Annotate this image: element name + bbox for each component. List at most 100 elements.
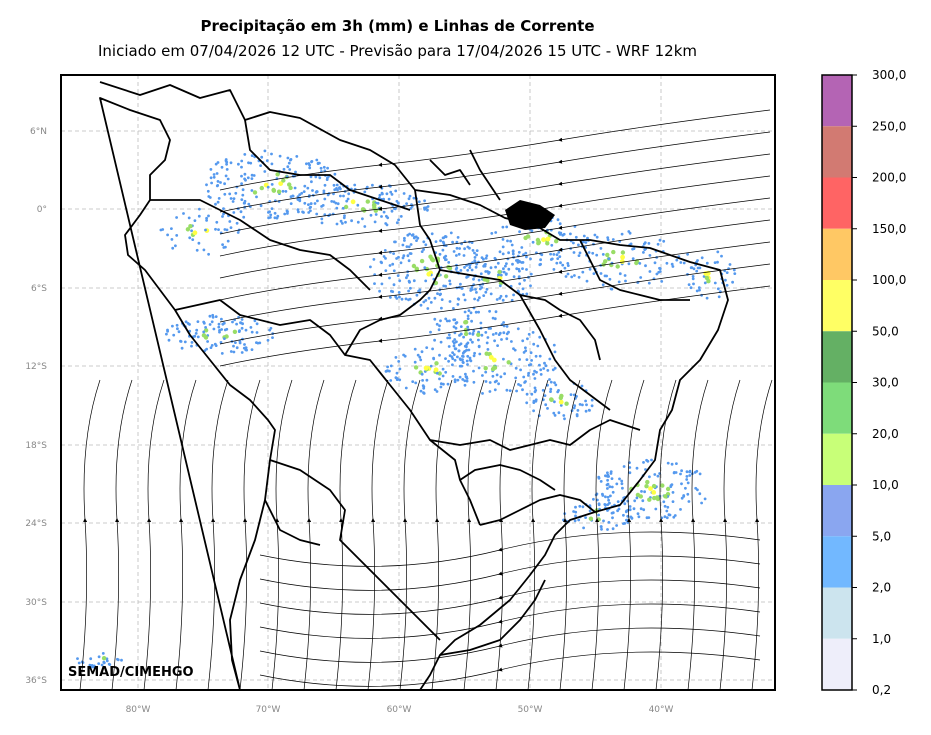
rain-cell	[602, 519, 605, 523]
colorbar-label: 1,0	[872, 632, 891, 646]
rain-cell	[509, 239, 512, 243]
rain-cell	[687, 500, 691, 503]
rain-cell	[97, 655, 101, 659]
rain-cell	[322, 165, 326, 169]
rain-cell	[563, 266, 567, 270]
rain-cell	[270, 207, 274, 211]
rain-cell	[645, 479, 650, 485]
rain-cell	[394, 189, 398, 193]
rain-cell	[475, 249, 479, 253]
rain-cell	[438, 252, 442, 256]
rain-cell	[599, 247, 603, 250]
rain-cell	[582, 234, 586, 238]
rain-cell	[339, 219, 343, 223]
rain-cell	[350, 219, 353, 223]
rain-cell	[276, 189, 282, 194]
rain-cell	[232, 197, 236, 201]
rain-cell	[426, 271, 432, 277]
rain-cell	[427, 296, 431, 300]
rain-cell	[437, 371, 442, 376]
rain-cell	[467, 309, 471, 312]
rain-cell	[171, 324, 174, 328]
rain-cell	[391, 262, 395, 266]
rain-cell	[724, 278, 727, 282]
colorbar-label: 200,0	[872, 171, 906, 185]
rain-cell	[697, 286, 701, 290]
rain-cell	[216, 200, 220, 204]
rain-cell	[553, 400, 556, 404]
rain-cell	[430, 258, 436, 263]
rain-cell	[229, 350, 233, 353]
rain-cell	[628, 508, 632, 512]
rain-cell	[371, 183, 374, 187]
rain-cell	[320, 221, 324, 225]
streamline	[271, 379, 293, 690]
rain-cell	[459, 282, 462, 286]
streamline	[219, 219, 771, 301]
rain-cell	[684, 486, 687, 490]
rain-cell	[666, 505, 670, 509]
rain-cell	[675, 462, 678, 465]
rain-cell	[390, 193, 394, 196]
rain-cell	[557, 389, 560, 392]
rain-cell	[550, 257, 554, 261]
rain-cell	[210, 181, 214, 185]
rain-cell	[406, 274, 409, 277]
rain-cell	[651, 490, 657, 495]
rain-cell	[205, 219, 209, 222]
colorbar-swatch	[822, 638, 852, 690]
rain-cell	[438, 377, 441, 381]
rain-cell	[632, 247, 636, 251]
rain-cell	[620, 254, 625, 260]
rain-cell	[468, 332, 472, 335]
rain-cell	[713, 281, 717, 285]
rain-cell	[645, 458, 648, 462]
rain-cell	[314, 175, 318, 179]
rain-cell	[247, 161, 250, 165]
rain-cell	[530, 392, 534, 396]
rain-cell	[444, 258, 448, 261]
rain-cell	[505, 388, 509, 392]
rain-cell	[553, 381, 556, 384]
rain-cell	[499, 294, 503, 298]
rain-cell	[573, 404, 577, 408]
rain-cell	[679, 508, 682, 511]
rain-cell	[574, 505, 577, 509]
rain-cell	[519, 368, 522, 372]
rain-cell	[574, 235, 578, 239]
rain-cell	[239, 210, 243, 214]
rain-cell	[656, 242, 660, 246]
rain-cell	[576, 409, 580, 412]
streamline	[259, 531, 761, 567]
rain-cell	[663, 504, 667, 508]
rain-cell	[654, 507, 658, 511]
rain-cell	[473, 256, 477, 259]
rain-cell	[618, 477, 621, 481]
rain-cell	[389, 379, 393, 382]
streamline	[207, 379, 229, 690]
rain-cell	[603, 274, 607, 278]
rain-cell	[395, 257, 398, 260]
rain-cell	[604, 474, 607, 478]
rain-cell	[246, 176, 250, 180]
colorbar-swatch	[822, 382, 852, 434]
rain-cell	[426, 307, 430, 310]
rain-cell	[397, 291, 401, 294]
rain-cell	[635, 496, 639, 500]
rain-cell	[577, 518, 581, 522]
rain-cell	[644, 468, 647, 471]
rain-cell	[679, 261, 683, 264]
rain-cell	[555, 261, 559, 265]
rain-cell	[309, 202, 313, 206]
rain-cell	[202, 330, 206, 334]
rain-cell	[522, 375, 526, 379]
rain-cell	[692, 267, 696, 271]
rain-cell	[289, 202, 293, 206]
rain-cell	[250, 177, 254, 181]
rain-cell	[436, 292, 439, 295]
rain-cell	[448, 282, 452, 286]
rain-cell	[657, 270, 661, 274]
rain-cell	[455, 254, 458, 257]
rain-cell	[465, 359, 469, 363]
colorbar-swatch	[822, 587, 852, 639]
